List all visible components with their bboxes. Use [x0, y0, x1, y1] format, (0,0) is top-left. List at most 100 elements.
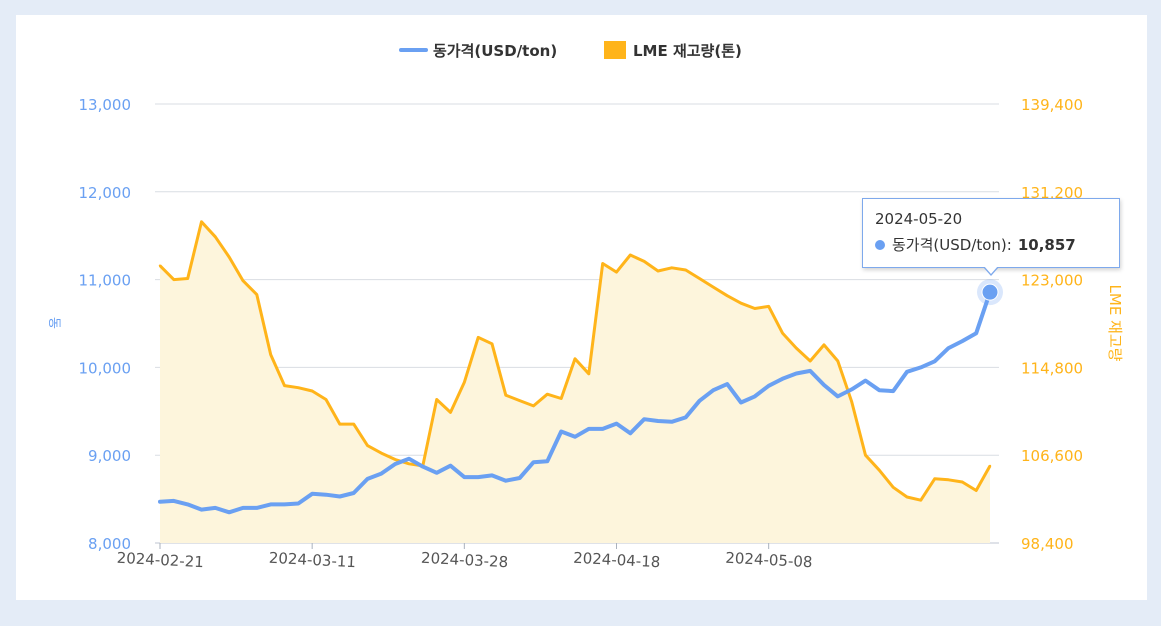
x-tick-label: 2024-05-08 [725, 549, 813, 572]
price-point [781, 377, 784, 381]
price-point [435, 471, 439, 475]
price-point [711, 388, 715, 392]
price-point [324, 493, 328, 497]
right-tick-label: 139,400 [1021, 96, 1083, 114]
price-point [753, 394, 757, 398]
stock-point [269, 353, 272, 356]
stock-point [559, 397, 563, 400]
stock-point [338, 422, 342, 426]
stock-point [463, 381, 466, 384]
left-tick-label: 10,000 [79, 359, 132, 377]
stock-point [919, 498, 923, 502]
stock-point [712, 285, 715, 289]
right-axis-title: LME 재고량 [1106, 285, 1124, 362]
stock-point [380, 451, 383, 455]
stock-point [864, 454, 867, 457]
stock-point [393, 458, 397, 461]
price-point [296, 501, 300, 505]
price-point [725, 382, 729, 386]
stock-point [822, 343, 826, 347]
stock-point [795, 346, 798, 350]
stock-point [186, 277, 189, 280]
stock-point [214, 235, 217, 238]
price-point [158, 500, 162, 504]
left-tick-label: 12,000 [79, 184, 132, 202]
price-point [698, 399, 701, 403]
price-line-layer [158, 290, 992, 515]
stock-point [587, 372, 591, 376]
stock-point [615, 270, 618, 274]
stock-point [435, 398, 438, 401]
price-point [670, 420, 674, 424]
stock-point [532, 404, 535, 408]
left-axis-title: 동 [46, 317, 61, 329]
stock-point [753, 307, 757, 310]
stock-point [988, 464, 992, 468]
price-point [905, 370, 909, 374]
stock-point [476, 336, 480, 339]
stock-point [283, 384, 286, 387]
stock-point [255, 293, 259, 296]
x-tick-label: 2024-02-21 [116, 549, 204, 572]
price-point [615, 422, 618, 426]
stock-point [200, 220, 203, 223]
price-point [476, 475, 480, 479]
left-tick-label: 9,000 [88, 447, 131, 465]
price-point [794, 372, 798, 376]
right-tick-label: 106,600 [1021, 447, 1083, 465]
x-tick-label: 2024-03-11 [268, 549, 356, 572]
price-point [200, 508, 203, 512]
right-tick-label: 123,000 [1021, 272, 1083, 290]
price-point [241, 506, 245, 510]
price-point [767, 384, 771, 388]
stock-point [905, 495, 909, 499]
price-point [850, 387, 854, 391]
price-point [808, 369, 812, 373]
legend-stock-label[interactable]: LME 재고량(톤) [633, 42, 742, 60]
tooltip-arrow-fill [984, 266, 998, 274]
price-point [421, 465, 425, 469]
price-point [449, 464, 452, 468]
price-point [684, 415, 688, 419]
price-point [172, 499, 176, 503]
legend: 동가격(USD/ton) LME 재고량(톤) [399, 41, 742, 60]
stock-point [767, 305, 770, 308]
stock-point [739, 301, 743, 305]
stock-point [781, 331, 784, 335]
stock-point [241, 279, 245, 282]
price-point [933, 359, 937, 363]
tooltip-date: 2024-05-20 [875, 210, 963, 228]
price-point [974, 331, 978, 335]
stock-point [158, 264, 162, 267]
price-point [628, 431, 632, 435]
right-tick-label: 98,400 [1021, 535, 1074, 553]
stock-area-fill [160, 221, 990, 544]
price-point [393, 462, 397, 466]
price-point [739, 401, 743, 405]
price-point [338, 494, 342, 498]
stock-point [490, 342, 494, 346]
price-point [864, 379, 867, 383]
legend-price-label[interactable]: 동가격(USD/ton) [433, 42, 557, 60]
stock-point [891, 486, 895, 489]
price-point [601, 427, 605, 431]
right-tick-label: 131,200 [1021, 184, 1083, 202]
x-tick-label: 2024-03-28 [421, 549, 509, 572]
stock-point [172, 278, 176, 281]
price-point [407, 457, 411, 461]
price-point [518, 476, 522, 480]
stock-point [933, 477, 936, 480]
price-point [379, 472, 383, 476]
price-point [227, 510, 231, 514]
price-point [587, 427, 591, 431]
stock-point [878, 468, 881, 472]
stock-point [974, 489, 978, 492]
price-point [269, 502, 273, 506]
highlight-point[interactable] [981, 283, 999, 301]
price-point [656, 419, 660, 423]
price-point [504, 479, 508, 483]
stock-point [850, 400, 853, 403]
stock-point [504, 394, 508, 397]
stock-point [808, 359, 812, 363]
